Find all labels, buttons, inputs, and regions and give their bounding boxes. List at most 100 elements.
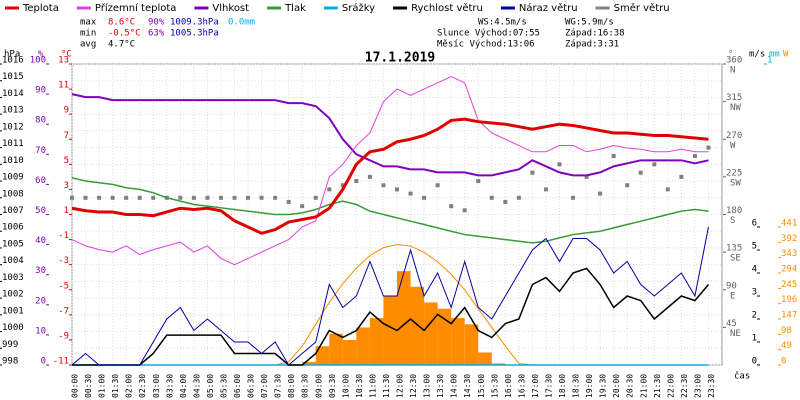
point	[395, 187, 399, 192]
y-tick-label: 98	[781, 326, 792, 336]
point	[706, 145, 711, 150]
point	[124, 195, 129, 200]
y-tick-label: 1009	[2, 173, 24, 183]
x-tick-label: 04:30	[192, 374, 201, 398]
x-tick-label: 21:00	[639, 374, 648, 398]
x-tick-label: 17:00	[531, 374, 540, 398]
point	[259, 195, 264, 200]
y-tick-label: 100	[30, 56, 46, 66]
point	[625, 183, 630, 188]
x-tick-label: 05:30	[219, 374, 228, 398]
y-tick-label: 50	[35, 206, 46, 216]
stat: Západ:16:38	[565, 29, 625, 39]
point	[218, 195, 223, 200]
y-tick-label: 49	[781, 341, 792, 351]
direction-label: NE	[730, 329, 741, 339]
series-line	[71, 117, 709, 235]
area-bar	[491, 363, 506, 365]
y-tick-label: 1002	[2, 290, 24, 300]
y-tick-label: 147	[781, 311, 797, 321]
point	[191, 195, 196, 200]
axis-unit: °C	[61, 50, 72, 60]
point	[367, 174, 372, 179]
x-tick-label: 11:30	[382, 374, 391, 398]
x-tick-label: 19:30	[599, 374, 608, 398]
point	[557, 162, 562, 167]
point	[476, 179, 481, 184]
x-tick-label: 20:30	[626, 374, 635, 398]
area-bar	[464, 324, 479, 365]
y-tick-label: 1	[64, 206, 69, 216]
y-tick-label: 294	[781, 265, 797, 275]
series-line	[71, 226, 709, 366]
y-tick-label: 1004	[2, 256, 24, 266]
y-tick-label: 80	[35, 116, 46, 126]
legend-label: Vlhkost	[212, 3, 249, 14]
point	[652, 162, 657, 167]
legend-label: Směr větru	[614, 2, 670, 14]
y-tick-label: 1000	[2, 323, 24, 333]
stat: 8.6°C	[108, 18, 135, 28]
area-bar	[410, 286, 425, 365]
point	[665, 187, 670, 192]
y-tick-label: 1015	[2, 72, 24, 82]
point	[340, 183, 345, 188]
point	[83, 195, 88, 200]
x-tick-label: 03:30	[165, 374, 174, 398]
x-tick-label: 16:00	[504, 374, 513, 398]
y-tick-label: -1	[58, 231, 69, 241]
stat: WG:5.9m/s	[565, 18, 614, 28]
stat: 4.7°C	[108, 40, 135, 50]
y-tick-label: 1011	[2, 139, 24, 149]
legend-label: Srážky	[342, 2, 375, 14]
axis-unit: m/s	[749, 50, 765, 60]
area-bar	[315, 346, 330, 365]
x-tick-label: 01:30	[111, 374, 120, 398]
x-tick-label: 20:00	[612, 374, 621, 398]
y-tick-label: 1014	[2, 89, 24, 99]
point	[232, 195, 237, 200]
y-tick-label: 270	[726, 131, 742, 141]
area-bar	[369, 318, 384, 365]
y-tick-label: 60	[35, 176, 46, 186]
point	[543, 187, 548, 192]
x-tick-label: 06:00	[233, 374, 242, 398]
direction-label: SW	[730, 178, 741, 188]
stat: 63%	[148, 29, 165, 39]
area-bar	[451, 318, 465, 365]
x-tick-label: 00:00	[71, 374, 80, 398]
axis-unit: mm	[769, 50, 780, 60]
x-tick-label: 06:30	[247, 374, 256, 398]
legend-label: Teplota	[22, 3, 59, 14]
point	[151, 195, 156, 200]
point	[435, 183, 440, 188]
axis-unit: %	[38, 50, 44, 60]
x-tick-label: 14:00	[450, 374, 459, 398]
point	[571, 195, 576, 200]
y-tick-label: 0	[41, 357, 46, 367]
y-tick-label: 11	[58, 81, 69, 91]
x-tick-label: 09:00	[314, 374, 323, 398]
y-tick-label: 45	[726, 319, 737, 329]
y-tick-label: 70	[35, 146, 46, 156]
x-tick-label: 19:00	[585, 374, 594, 398]
area-bar	[342, 339, 357, 365]
stat-label: max	[80, 18, 97, 28]
series-line	[71, 176, 709, 244]
point	[300, 204, 305, 209]
point	[530, 170, 535, 175]
area-bar	[437, 308, 452, 365]
point	[462, 208, 467, 213]
stat: 1005.3hPa	[170, 29, 219, 39]
y-tick-label: 225	[726, 168, 742, 178]
x-tick-label: 12:30	[409, 374, 418, 398]
y-tick-label: 20	[35, 296, 46, 306]
area-bar	[356, 327, 370, 365]
stat: Slunce Východ:07:55	[437, 29, 540, 39]
area-bar	[478, 352, 492, 365]
x-tick-label: 23:00	[693, 374, 702, 398]
y-tick-label: 1007	[2, 206, 24, 216]
y-tick-label: 441	[781, 219, 797, 229]
legend-label: Tlak	[284, 3, 306, 14]
x-tick-label: 07:30	[274, 374, 283, 398]
